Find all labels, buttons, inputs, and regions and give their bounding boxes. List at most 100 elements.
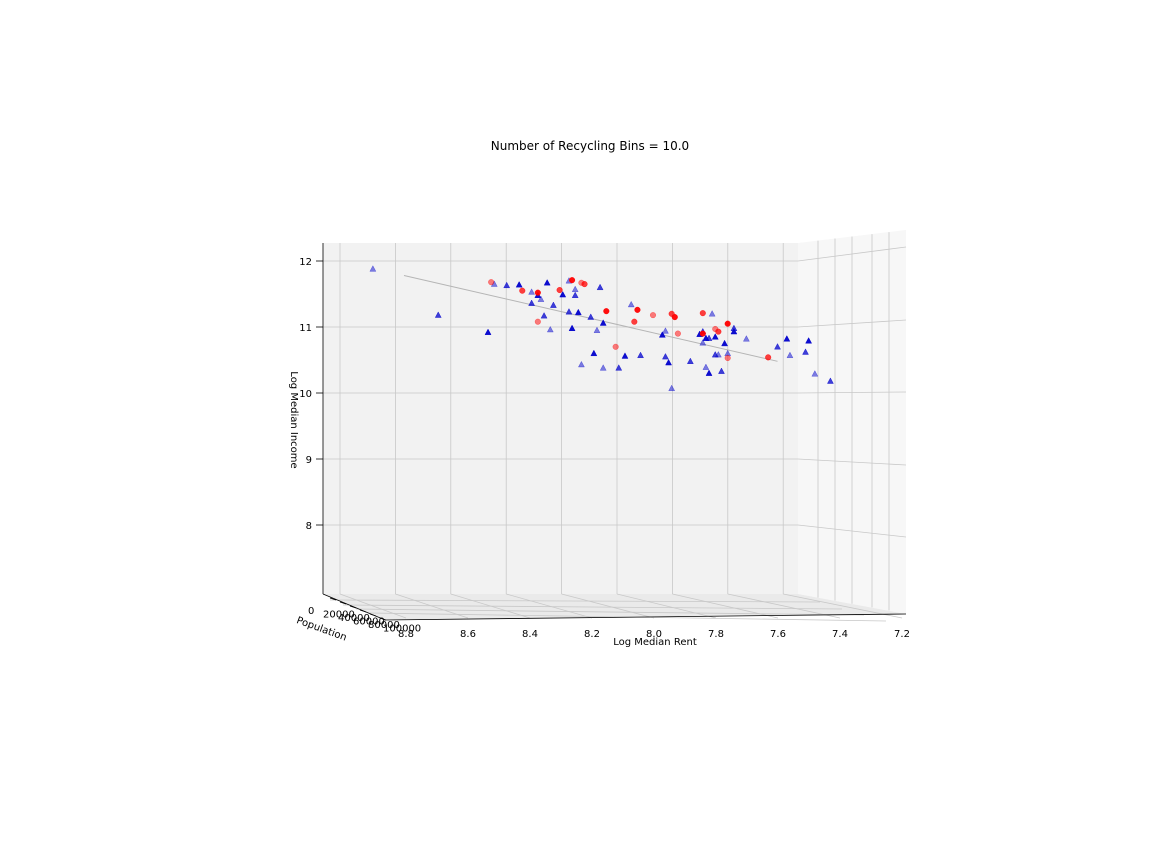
y-tick	[329, 597, 337, 601]
triangle-point	[593, 326, 601, 333]
triangle-point	[699, 339, 707, 346]
grid-line-x-floor	[727, 593, 841, 619]
circle-point	[519, 287, 526, 294]
x-tick-label: 8.6	[460, 629, 476, 640]
triangle-point	[811, 370, 819, 377]
z-tick-label: 12	[299, 257, 312, 268]
triangle-point	[662, 352, 669, 360]
y-tick-label: 0	[308, 606, 314, 617]
panes	[323, 230, 906, 620]
back-pane	[323, 243, 798, 594]
y-tick	[359, 609, 367, 613]
triangle-point	[705, 369, 713, 376]
x-tick-label: 8.4	[522, 629, 538, 640]
triangle-point	[662, 327, 669, 334]
axes	[316, 243, 907, 621]
triangle-point	[565, 308, 573, 315]
triangle-point	[546, 325, 554, 333]
triangle-point	[599, 319, 607, 326]
z-tick-label: 10	[299, 389, 312, 400]
triangle-point	[708, 310, 716, 317]
triangle-point	[621, 352, 629, 359]
circle-point	[634, 306, 641, 313]
circle-point	[534, 318, 541, 325]
x-tick-label: 7.8	[708, 629, 724, 640]
triangle-point	[590, 349, 598, 357]
triangle-point	[587, 313, 595, 320]
circle-point	[765, 354, 772, 361]
x-tick-label: 7.2	[894, 629, 910, 640]
circle-point	[488, 279, 495, 286]
triangle-point	[574, 308, 582, 316]
circle-point	[724, 354, 731, 362]
triangle-point	[528, 288, 536, 295]
triangle-point	[783, 335, 791, 342]
triangle-point	[559, 290, 567, 298]
triangle-point	[668, 384, 676, 392]
grid-line-x-floor	[506, 593, 593, 619]
grid-line-floor	[329, 599, 821, 603]
triangle-point	[503, 281, 511, 289]
triangle-point	[665, 358, 672, 366]
circle-point	[724, 320, 731, 327]
y-tick-label: 80000	[368, 620, 400, 631]
circle-point	[649, 312, 657, 319]
tick-labels: 12 11 10 9 8 8.8 8.6 8.4 8.2 8.0 7.8 7.6 7.4 7.2 0 2000…	[299, 257, 910, 640]
x-axis-label: Log Median Rent	[613, 637, 697, 648]
triangle-point	[540, 312, 548, 319]
grid-line-floor	[342, 604, 843, 610]
triangle-point	[721, 339, 729, 347]
circle-point	[674, 330, 681, 337]
triangle-point	[786, 351, 794, 359]
x-tick-label: 7.4	[832, 629, 848, 640]
triangle-point	[568, 324, 576, 331]
grid-line-x-floor	[339, 593, 407, 619]
triangle-point	[515, 281, 523, 288]
circle-point	[603, 308, 610, 315]
circle-point	[631, 318, 638, 325]
triangle-point	[658, 331, 666, 338]
grid-line-x-floor	[561, 593, 655, 619]
triangle-point	[742, 335, 750, 342]
triangle-point	[596, 283, 604, 291]
y-tick-label: 20000	[323, 610, 355, 621]
triangle-point	[826, 377, 834, 384]
triangle-point	[537, 295, 545, 302]
y-tick	[379, 617, 387, 621]
triangle-point	[711, 333, 719, 340]
data-points	[369, 265, 834, 392]
triangle-point	[549, 301, 557, 308]
triangle-point	[714, 350, 722, 358]
triangle-point	[718, 367, 725, 374]
circle-point	[569, 277, 576, 284]
y-tick-label: 60000	[353, 617, 385, 628]
y-tick-label: 100000	[383, 624, 421, 635]
triangle-point	[627, 300, 635, 308]
triangle-point	[599, 364, 607, 371]
triangle-point	[484, 328, 492, 335]
triangle-point	[528, 299, 536, 306]
x-tick-label: 8.2	[584, 629, 600, 640]
z-tick-label: 8	[306, 521, 312, 532]
triangle-point	[615, 364, 623, 371]
triangle-point	[369, 265, 377, 272]
circle-point	[534, 289, 541, 296]
z-axis-label: Log Median Income	[288, 371, 299, 468]
x-tick-label: 8.8	[398, 629, 414, 640]
x-tick-label: 7.6	[770, 629, 786, 640]
y-tick	[349, 605, 357, 609]
z-tick-label: 9	[306, 455, 312, 466]
triangle-point	[571, 291, 579, 298]
circle-point	[671, 314, 678, 321]
circle-point	[699, 330, 706, 337]
y-tick-label: 40000	[338, 613, 370, 624]
circle-point	[612, 343, 619, 350]
triangle-point	[543, 279, 551, 286]
grid	[323, 232, 907, 622]
chart-title: Number of Recycling Bins = 10.0	[491, 139, 689, 153]
triangle-point	[802, 348, 809, 355]
triangle-point	[637, 351, 644, 359]
circle-point	[556, 286, 563, 294]
triangle-point	[705, 334, 713, 341]
